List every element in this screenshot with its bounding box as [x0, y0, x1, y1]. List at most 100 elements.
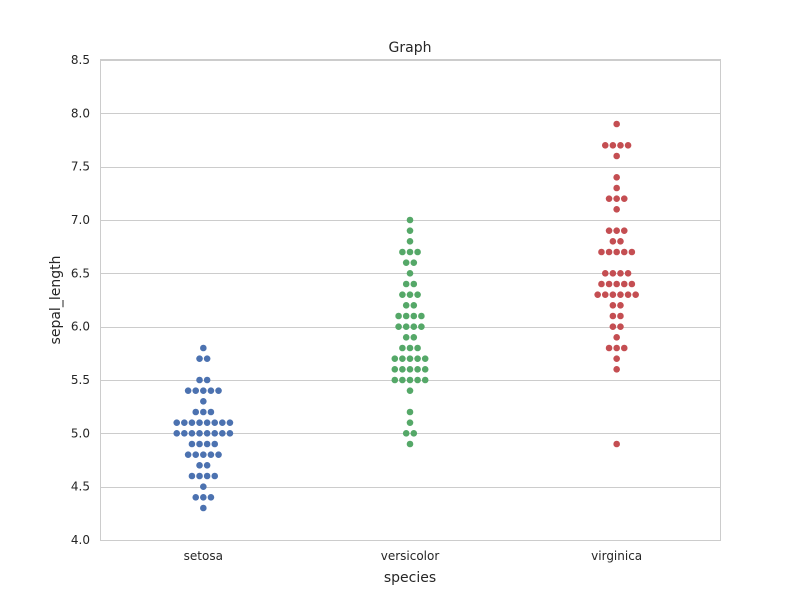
point-virginica: [605, 195, 613, 202]
point-versicolor: [418, 312, 425, 320]
point-virginica: [613, 440, 620, 448]
point-versicolor: [406, 376, 414, 384]
point-virginica: [617, 142, 624, 149]
point-setosa: [192, 387, 200, 394]
y-tick-label: 4.5: [71, 480, 90, 494]
y-tick-label: 4.0: [71, 533, 90, 547]
point-virginica: [624, 270, 632, 277]
point-versicolor: [399, 366, 406, 373]
point-virginica: [613, 366, 620, 373]
point-versicolor: [414, 248, 421, 256]
y-tick-label: 5.5: [71, 373, 90, 387]
point-setosa: [196, 440, 203, 448]
point-setosa: [184, 387, 192, 394]
point-setosa: [188, 430, 196, 437]
point-virginica: [613, 344, 620, 352]
point-setosa: [192, 408, 200, 416]
plot-frame: [100, 59, 721, 541]
point-versicolor: [414, 376, 421, 384]
point-setosa: [203, 440, 211, 448]
point-virginica: [598, 248, 605, 256]
point-setosa: [203, 419, 211, 426]
point-virginica: [598, 280, 605, 288]
point-virginica: [609, 270, 617, 277]
point-virginica: [613, 184, 620, 192]
y-tick-label: 7.0: [71, 213, 90, 227]
point-versicolor: [399, 248, 406, 256]
point-setosa: [211, 430, 219, 437]
point-versicolor: [395, 312, 402, 320]
point-setosa: [196, 355, 203, 362]
point-versicolor: [395, 323, 402, 330]
point-versicolor: [402, 302, 410, 309]
point-virginica: [632, 291, 639, 298]
point-virginica: [613, 280, 620, 288]
point-setosa: [196, 462, 203, 469]
point-setosa: [196, 376, 203, 384]
point-virginica: [628, 280, 636, 288]
point-virginica: [605, 248, 613, 256]
point-virginica: [617, 238, 624, 245]
point-setosa: [226, 419, 234, 426]
point-setosa: [200, 387, 207, 394]
point-virginica: [613, 120, 620, 128]
point-versicolor: [406, 440, 414, 448]
point-setosa: [200, 494, 207, 501]
point-versicolor: [402, 323, 410, 330]
point-versicolor: [406, 291, 414, 298]
x-tick-labels: setosa versicolor virginica: [184, 549, 642, 563]
y-tick-label: 8.0: [71, 106, 90, 120]
point-setosa: [196, 430, 203, 437]
point-versicolor: [402, 280, 410, 288]
point-virginica: [605, 344, 613, 352]
point-setosa: [181, 419, 188, 426]
point-versicolor: [402, 259, 410, 266]
point-versicolor: [391, 376, 399, 384]
point-setosa: [196, 419, 203, 426]
point-setosa: [203, 376, 211, 384]
point-setosa: [200, 398, 207, 405]
point-versicolor: [402, 312, 410, 320]
point-setosa: [207, 387, 215, 394]
point-setosa: [192, 451, 200, 458]
point-virginica: [620, 227, 628, 234]
point-virginica: [617, 291, 624, 298]
point-virginica: [613, 206, 620, 213]
point-setosa: [211, 440, 219, 448]
point-setosa: [207, 408, 215, 416]
point-virginica: [613, 355, 620, 362]
point-virginica: [620, 280, 628, 288]
point-virginica: [613, 152, 620, 160]
y-tick-label: 6.0: [71, 320, 90, 334]
y-tick-label: 6.5: [71, 266, 90, 280]
point-virginica: [605, 227, 613, 234]
y-tick-labels: 4.0 4.5 5.0 5.5 6.0 6.5 7.0 7.5 8.0 8.5: [71, 53, 90, 547]
point-versicolor: [414, 344, 421, 352]
point-versicolor: [410, 323, 418, 330]
point-setosa: [207, 451, 215, 458]
point-versicolor: [399, 355, 406, 362]
point-versicolor: [414, 355, 421, 362]
point-setosa: [173, 419, 181, 426]
point-virginica: [624, 291, 632, 298]
point-virginica: [617, 323, 624, 330]
point-versicolor: [406, 238, 414, 245]
point-setosa: [188, 440, 196, 448]
point-versicolor: [406, 419, 414, 426]
point-virginica: [594, 291, 601, 298]
x-tick-label-setosa: setosa: [184, 549, 223, 563]
point-setosa: [215, 451, 222, 458]
point-virginica: [624, 142, 632, 149]
point-virginica: [609, 291, 617, 298]
y-tick-label: 8.5: [71, 53, 90, 67]
point-setosa: [219, 430, 226, 437]
point-virginica: [609, 312, 617, 320]
point-virginica: [613, 248, 620, 256]
point-virginica: [601, 142, 609, 149]
point-setosa: [200, 344, 207, 352]
point-versicolor: [391, 366, 399, 373]
point-versicolor: [410, 280, 418, 288]
point-virginica: [609, 238, 617, 245]
point-versicolor: [399, 291, 406, 298]
